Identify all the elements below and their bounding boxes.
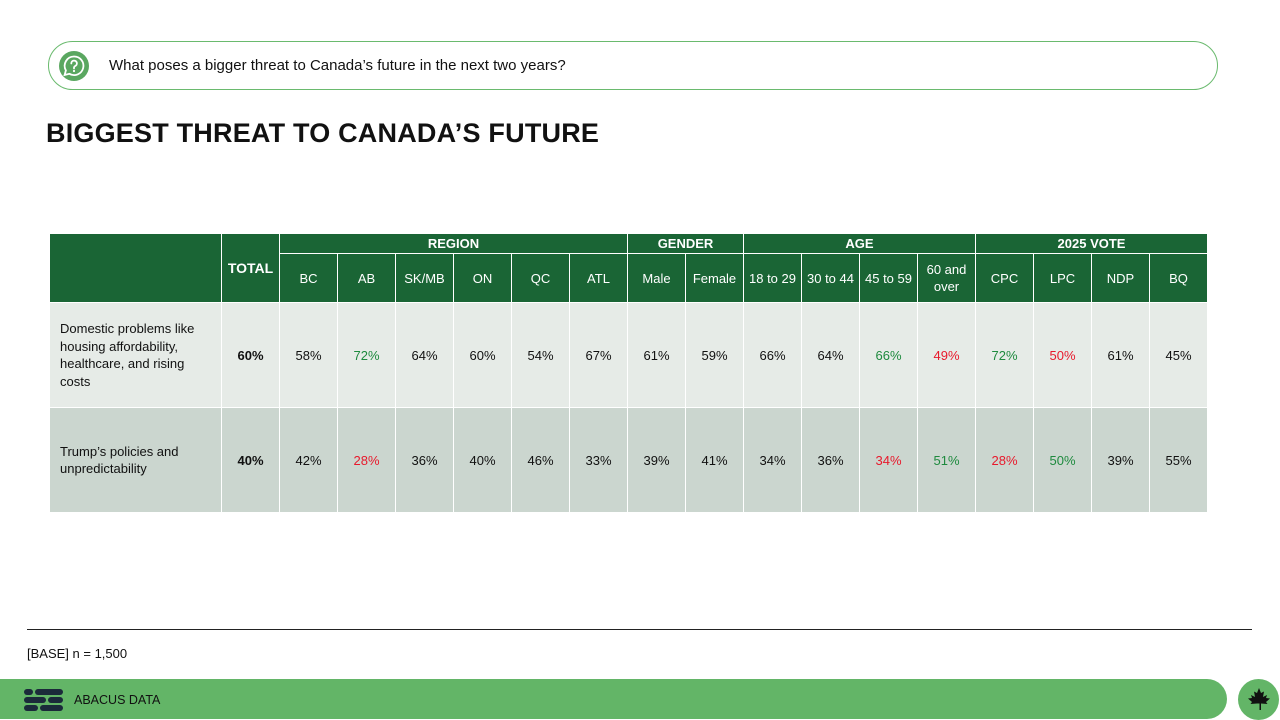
column-header: ATL [569, 253, 628, 303]
footer-bar: ABACUS DATA [0, 679, 1227, 719]
column-header: NDP [1091, 253, 1150, 303]
footer-rule [27, 629, 1252, 630]
column-header: BQ [1149, 253, 1208, 303]
value-cell: 39% [1091, 407, 1150, 513]
value-cell: 58% [279, 302, 338, 408]
value-cell: 64% [801, 302, 860, 408]
value-cell: 33% [569, 407, 628, 513]
value-cell: 42% [279, 407, 338, 513]
value-cell: 72% [975, 302, 1034, 408]
column-header: BC [279, 253, 338, 303]
value-cell: 40% [453, 407, 512, 513]
total-cell: 60% [221, 302, 280, 408]
column-header: CPC [975, 253, 1034, 303]
value-cell: 45% [1149, 302, 1208, 408]
column-header: 18 to 29 [743, 253, 802, 303]
value-cell: 66% [859, 302, 918, 408]
value-cell: 46% [511, 407, 570, 513]
value-cell: 36% [395, 407, 454, 513]
value-cell: 50% [1033, 302, 1092, 408]
value-cell: 28% [975, 407, 1034, 513]
value-cell: 28% [337, 407, 396, 513]
row-label: Trump’s policies and unpredictability [49, 407, 222, 513]
value-cell: 50% [1033, 407, 1092, 513]
value-cell: 60% [453, 302, 512, 408]
value-cell: 39% [627, 407, 686, 513]
value-cell: 55% [1149, 407, 1208, 513]
row-label-header [49, 233, 222, 303]
maple-leaf-icon [1238, 679, 1279, 720]
page-title: BIGGEST THREAT TO CANADA’S FUTURE [46, 118, 600, 148]
column-header: AB [337, 253, 396, 303]
value-cell: 67% [569, 302, 628, 408]
group-header-age: AGE [743, 233, 976, 254]
total-header: TOTAL [221, 233, 280, 303]
column-header: ON [453, 253, 512, 303]
row-label: Domestic problems like housing affordabi… [49, 302, 222, 408]
group-header-gender: GENDER [627, 233, 744, 254]
column-header: Male [627, 253, 686, 303]
group-header-vote: 2025 VOTE [975, 233, 1208, 254]
value-cell: 54% [511, 302, 570, 408]
value-cell: 59% [685, 302, 744, 408]
question-text: What poses a bigger threat to Canada’s f… [109, 57, 566, 74]
results-table: TOTAL REGION GENDER AGE 2025 VOTE BC AB SK… [49, 233, 1208, 513]
value-cell: 34% [859, 407, 918, 513]
value-cell: 41% [685, 407, 744, 513]
base-note: [BASE] n = 1,500 [27, 646, 128, 661]
brand-name: ABACUS DATA [74, 693, 161, 707]
total-cell: 40% [221, 407, 280, 513]
column-header: LPC [1033, 253, 1092, 303]
value-cell: 61% [627, 302, 686, 408]
value-cell: 72% [337, 302, 396, 408]
column-header: 45 to 59 [859, 253, 918, 303]
column-header: 30 to 44 [801, 253, 860, 303]
column-header: Female [685, 253, 744, 303]
column-header: SK/MB [395, 253, 454, 303]
column-header: 60 and over [917, 253, 976, 303]
value-cell: 36% [801, 407, 860, 513]
value-cell: 66% [743, 302, 802, 408]
question-icon [59, 51, 89, 81]
value-cell: 64% [395, 302, 454, 408]
value-cell: 51% [917, 407, 976, 513]
question-box: What poses a bigger threat to Canada’s f… [48, 41, 1218, 90]
column-header: QC [511, 253, 570, 303]
value-cell: 49% [917, 302, 976, 408]
group-header-region: REGION [279, 233, 628, 254]
value-cell: 61% [1091, 302, 1150, 408]
value-cell: 34% [743, 407, 802, 513]
abacus-logo-icon [24, 689, 64, 716]
